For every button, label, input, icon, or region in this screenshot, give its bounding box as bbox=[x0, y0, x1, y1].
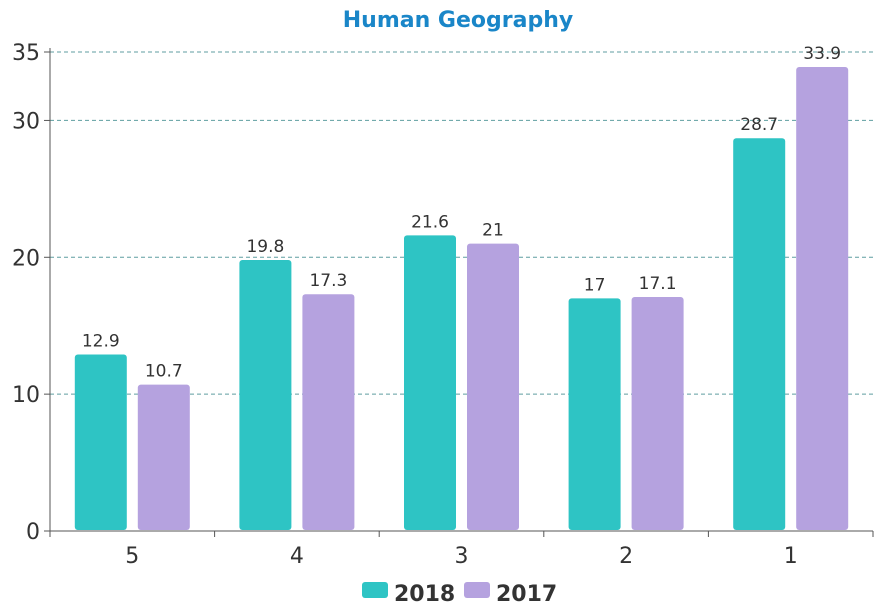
axes bbox=[49, 48, 873, 532]
data-label: 17.3 bbox=[309, 271, 347, 291]
y-tick-label: 0 bbox=[26, 520, 40, 545]
legend-item-2017[interactable]: 2017 bbox=[464, 582, 557, 607]
data-label: 33.9 bbox=[803, 44, 841, 64]
data-label: 21 bbox=[482, 221, 504, 241]
legend-swatch bbox=[464, 582, 490, 598]
x-axis-ticks: 5 4 3 2 1 bbox=[49, 531, 874, 569]
data-label: 17.1 bbox=[639, 274, 677, 294]
legend[interactable]: 2018 2017 bbox=[362, 582, 557, 607]
x-tick-label: 3 bbox=[455, 544, 469, 569]
y-tick-label: 30 bbox=[12, 109, 40, 134]
data-label: 28.7 bbox=[740, 115, 778, 135]
y-tick-label: 20 bbox=[12, 246, 40, 271]
bar-2017-2[interactable] bbox=[631, 296, 684, 530]
bar-2018-4[interactable] bbox=[239, 260, 292, 530]
data-label: 12.9 bbox=[82, 331, 120, 351]
bar-2018-3[interactable] bbox=[404, 235, 456, 531]
bars bbox=[74, 67, 849, 531]
bar-2018-2[interactable] bbox=[568, 298, 621, 530]
bar-2018-1[interactable] bbox=[733, 138, 786, 530]
data-label: 10.7 bbox=[145, 362, 183, 382]
legend-label: 2017 bbox=[496, 582, 557, 607]
data-labels: 12.9 10.7 19.8 17.3 21.6 21 17 17.1 28.7 33.9 bbox=[82, 44, 841, 382]
bar-2017-1[interactable] bbox=[796, 67, 849, 530]
chart-title: Human Geography bbox=[343, 8, 573, 33]
bar-2017-3[interactable] bbox=[467, 243, 519, 530]
bar-2017-4[interactable] bbox=[302, 294, 355, 530]
data-label: 17 bbox=[584, 275, 606, 295]
data-label: 21.6 bbox=[411, 212, 449, 232]
x-tick-label: 4 bbox=[290, 544, 304, 569]
legend-swatch bbox=[362, 582, 388, 598]
y-axis-ticks: 0 10 20 30 35 bbox=[12, 41, 50, 545]
x-tick-label: 5 bbox=[125, 544, 139, 569]
x-tick-label: 2 bbox=[619, 544, 633, 569]
legend-label: 2018 bbox=[394, 582, 455, 607]
legend-item-2018[interactable]: 2018 bbox=[362, 582, 455, 607]
bar-2018-5[interactable] bbox=[74, 354, 127, 530]
y-tick-label: 10 bbox=[12, 383, 40, 408]
y-tick-label: 35 bbox=[12, 41, 40, 66]
bar-2017-5[interactable] bbox=[137, 384, 190, 530]
data-label: 19.8 bbox=[246, 237, 284, 257]
x-tick-label: 1 bbox=[784, 544, 798, 569]
